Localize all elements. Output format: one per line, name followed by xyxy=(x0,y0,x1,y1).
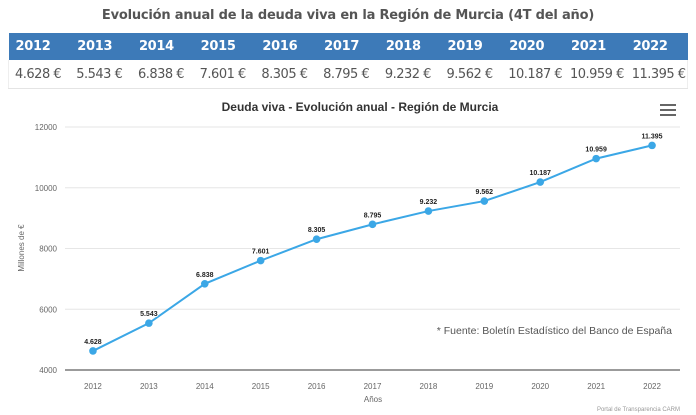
table-cell-value: 6.838 € xyxy=(131,60,194,89)
data-label: 4.628 xyxy=(84,339,102,346)
data-point[interactable] xyxy=(145,319,153,327)
table-header-year: 2014 xyxy=(131,33,194,60)
y-axis-ticks: 4000 6000 8000 10000 12000 xyxy=(35,123,58,375)
y-axis-label: Millones de € xyxy=(17,224,26,272)
data-point[interactable] xyxy=(89,347,97,355)
table-header-year: 2020 xyxy=(502,33,564,60)
table-header-year: 2021 xyxy=(563,33,626,60)
data-label: 6.838 xyxy=(196,272,214,279)
x-tick-label: 2014 xyxy=(196,382,214,391)
gridlines xyxy=(65,126,680,371)
table-cell-value: 7.601 € xyxy=(193,60,256,89)
x-axis-label: Años xyxy=(364,395,382,404)
series-deuda-viva: 4.628 5.543 6.838 7.601 8.305 8.795 9.232 9.562… xyxy=(83,132,664,355)
data-label: 10.959 xyxy=(585,147,607,154)
data-label: 11.395 xyxy=(642,133,663,140)
table-header-year: 2018 xyxy=(378,33,441,60)
table-cell-value: 9.232 € xyxy=(378,60,441,89)
data-label: 10.187 xyxy=(530,170,552,177)
debt-table: 2012 2013 2014 2015 2016 2017 2018 2019 2020 2021… xyxy=(8,33,688,89)
table-cell-value: 9.562 € xyxy=(440,60,503,89)
y-tick-label: 12000 xyxy=(35,123,58,132)
data-point[interactable] xyxy=(368,220,377,229)
table-cell-value: 10.959 € xyxy=(563,60,626,89)
x-tick-label: 2015 xyxy=(252,382,270,391)
table-cell-value: 8.305 € xyxy=(255,60,318,89)
table-header-year: 2019 xyxy=(440,33,503,60)
table-header-year: 2013 xyxy=(70,33,132,60)
x-tick-label: 2022 xyxy=(643,382,661,391)
x-tick-label: 2017 xyxy=(364,382,382,391)
x-tick-label: 2021 xyxy=(587,382,605,391)
hamburger-menu-icon[interactable] xyxy=(660,104,676,118)
data-label: 5.543 xyxy=(140,311,158,318)
x-tick-label: 2012 xyxy=(84,382,102,391)
table-header-year: 2012 xyxy=(8,33,71,60)
chart-title: Deuda viva - Evolución anual - Región de… xyxy=(222,100,499,114)
table-cell-value: 10.187 € xyxy=(502,60,564,89)
source-annotation: * Fuente: Boletín Estadístico del Banco … xyxy=(437,325,672,337)
x-axis-ticks: 2012 2013 2014 2015 2016 2017 2018 2019 2020 2021… xyxy=(84,382,661,391)
data-point[interactable] xyxy=(424,207,433,215)
table-cell-value: 11.395 € xyxy=(625,60,688,89)
x-tick-label: 2016 xyxy=(308,382,326,391)
data-point[interactable] xyxy=(536,178,545,186)
x-tick-label: 2020 xyxy=(531,382,549,391)
table-header-year: 2015 xyxy=(193,33,256,60)
table-cell-value: 5.543 € xyxy=(70,60,132,89)
table-header-row: 2012 2013 2014 2015 2016 2017 2018 2019 2020 2021… xyxy=(8,33,688,60)
table-row: 4.628 €5.543 €6.838 €7.601 €8.305 €8.795… xyxy=(8,60,688,89)
credits-link[interactable]: Portal de Transparencia CARM xyxy=(597,407,680,413)
x-tick-label: 2013 xyxy=(140,382,158,391)
data-label: 7.601 xyxy=(252,249,270,256)
data-label: 8.795 xyxy=(364,212,382,219)
x-tick-label: 2019 xyxy=(475,382,493,391)
data-point[interactable] xyxy=(312,235,321,244)
table-cell-value: 8.795 € xyxy=(317,60,379,89)
data-label: 8.305 xyxy=(308,227,326,234)
table-header-year: 2017 xyxy=(317,33,379,60)
data-label: 9.232 xyxy=(420,199,438,206)
y-tick-label: 10000 xyxy=(35,184,58,193)
y-tick-label: 4000 xyxy=(39,366,57,375)
x-tick-label: 2018 xyxy=(420,382,438,391)
data-label: 9.562 xyxy=(476,189,494,196)
data-point[interactable] xyxy=(648,141,656,150)
data-point[interactable] xyxy=(256,256,265,265)
page-title: Evolución anual de la deuda viva en la R… xyxy=(101,8,595,23)
y-tick-label: 8000 xyxy=(39,245,57,254)
table-header-year: 2016 xyxy=(255,33,318,60)
table-cell-value: 4.628 € xyxy=(8,60,71,89)
data-point[interactable] xyxy=(592,154,600,163)
y-tick-label: 6000 xyxy=(39,305,57,314)
data-point[interactable] xyxy=(200,279,209,288)
table-header-year: 2022 xyxy=(625,33,688,60)
data-point[interactable] xyxy=(480,197,489,205)
